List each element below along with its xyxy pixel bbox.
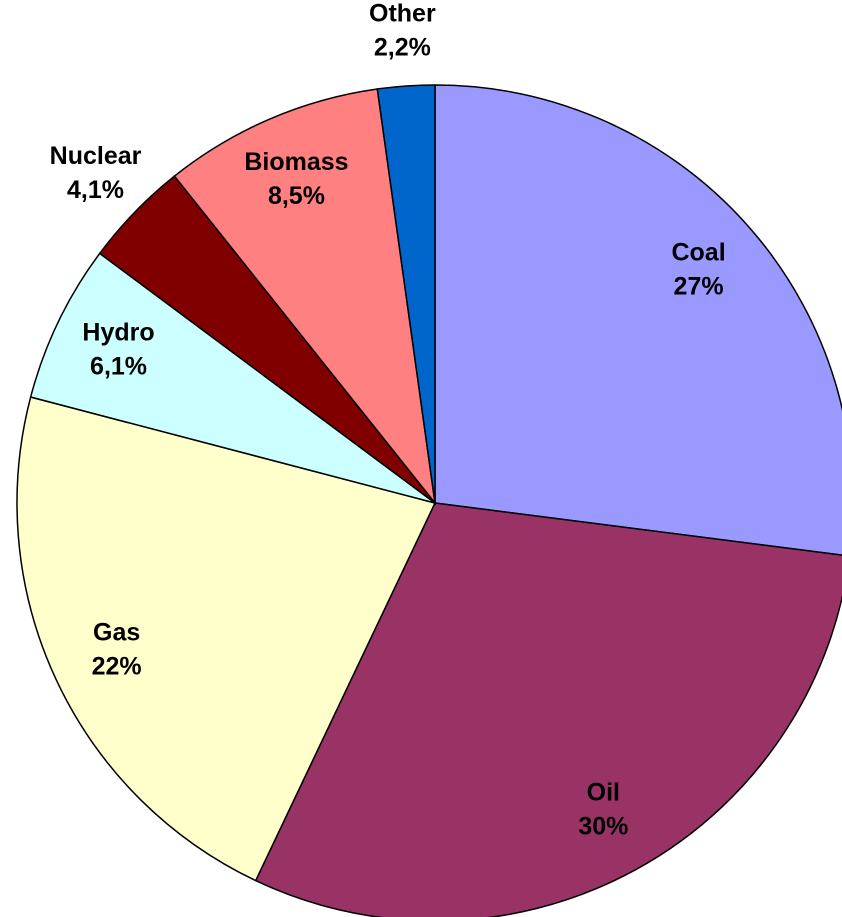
- slice-label: Hydro: [82, 318, 154, 346]
- pie-slice: [254, 502, 842, 917]
- slice-label: Other: [369, 0, 436, 27]
- pie-slice: [376, 84, 436, 504]
- slice-value-label: 27%: [674, 273, 724, 301]
- pie-slice: [173, 88, 437, 506]
- slice-label: Nuclear: [50, 142, 142, 170]
- slice-value-label: 8,5%: [268, 182, 325, 210]
- slice-value-label: 30%: [578, 813, 628, 841]
- pie-slice: [434, 84, 842, 556]
- slice-value-label: 4,1%: [67, 176, 124, 204]
- slice-value-label: 22%: [92, 653, 142, 681]
- slice-label: Biomass: [244, 148, 348, 176]
- slice-value-label: 6,1%: [90, 352, 147, 380]
- slice-label: Oil: [587, 779, 620, 807]
- pie-slice: [16, 396, 437, 882]
- slice-label: Gas: [93, 619, 140, 647]
- slice-value-label: 2,2%: [374, 33, 431, 61]
- pie-slice: [29, 252, 436, 504]
- slice-label: Coal: [671, 239, 725, 267]
